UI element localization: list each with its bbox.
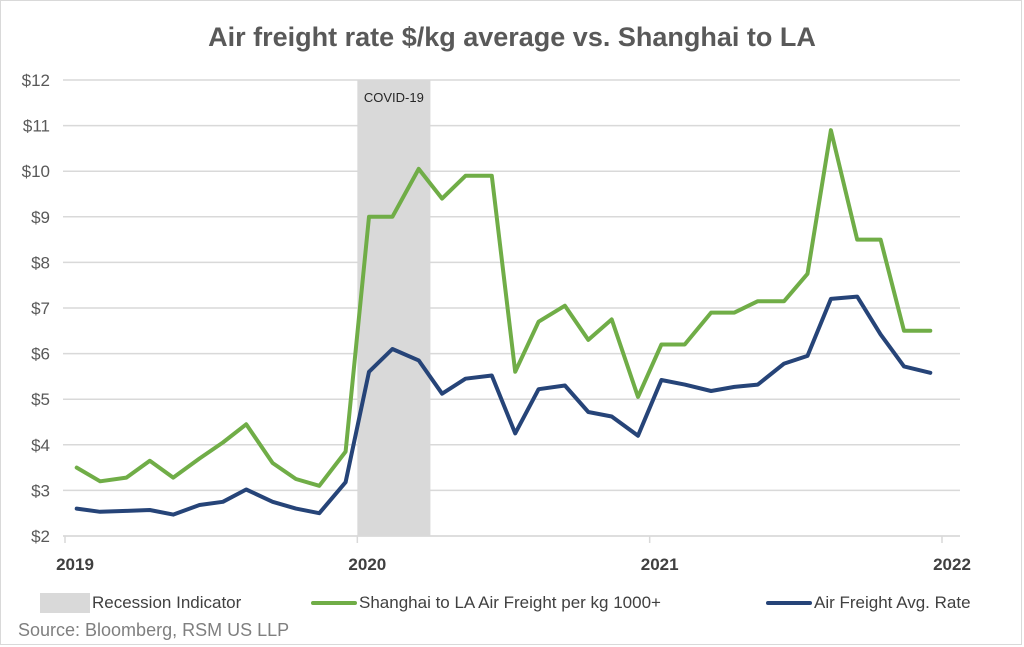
y-tick-label: $11 — [23, 117, 50, 136]
y-tick-label: $10 — [22, 162, 50, 181]
chart-title: Air freight rate $/kg average vs. Shangh… — [208, 22, 816, 52]
legend-item-recession: Recession Indicator — [40, 593, 241, 613]
legend: Recession Indicator Shanghai to LA Air F… — [0, 593, 1024, 617]
legend-item-avg-rate: Air Freight Avg. Rate — [766, 593, 971, 613]
y-tick-label: $3 — [31, 481, 50, 500]
series-lines — [74, 128, 933, 517]
y-tick-label: $4 — [31, 436, 50, 455]
x-tick-label: 2021 — [641, 555, 679, 574]
legend-swatch-recession — [40, 593, 90, 613]
legend-item-shanghai-la: Shanghai to LA Air Freight per kg 1000+ — [311, 593, 661, 613]
legend-label-recession: Recession Indicator — [92, 593, 242, 612]
y-tick-label: $6 — [31, 345, 50, 364]
source-note: Source: Bloomberg, RSM US LLP — [18, 620, 290, 640]
legend-label-avg-rate: Air Freight Avg. Rate — [814, 593, 971, 612]
legend-label-shanghai-la: Shanghai to LA Air Freight per kg 1000+ — [359, 593, 661, 612]
y-tick-label: $2 — [31, 527, 50, 546]
y-tick-label: $5 — [31, 390, 50, 409]
series-line-shanghai-la — [74, 128, 933, 488]
series-line-avg-rate — [74, 294, 933, 517]
recession-band — [357, 80, 431, 536]
x-tick-label: 2022 — [933, 555, 971, 574]
x-tick-label: 2019 — [56, 555, 94, 574]
legend-swatch-shanghai-la — [311, 601, 357, 605]
recession-band-label: COVID-19 — [364, 90, 424, 105]
y-tick-label: $8 — [31, 253, 50, 272]
y-tick-label: $7 — [31, 299, 50, 318]
recession-shading: COVID-19 — [357, 80, 431, 536]
y-tick-label: $12 — [22, 71, 50, 90]
y-axis-ticks: $2 $3 $4 $5 $6 $7 $8 $9 $10 $11 $12 — [22, 71, 50, 546]
legend-swatch-avg-rate — [766, 601, 812, 605]
x-axis: 2019 2020 2021 2022 — [56, 535, 971, 574]
x-tick-label: 2020 — [348, 555, 386, 574]
y-tick-label: $9 — [31, 208, 50, 227]
